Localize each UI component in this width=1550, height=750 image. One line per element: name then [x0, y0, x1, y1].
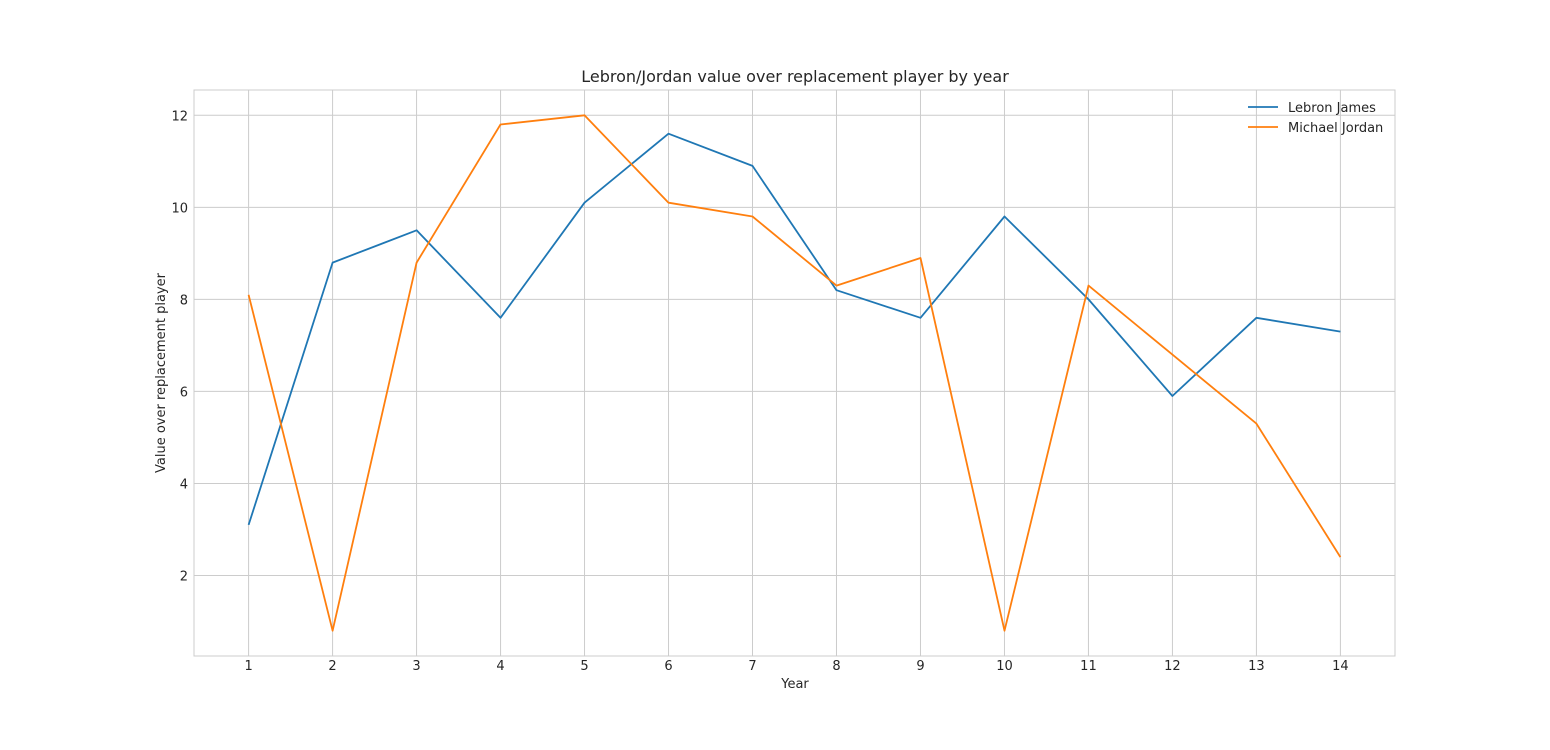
y-axis-label: Value over replacement player: [154, 272, 169, 473]
x-tick-label: 13: [1248, 659, 1265, 674]
series-line-michael-jordan: [247, 114, 1342, 632]
x-tick-label: 2: [328, 659, 336, 674]
x-tick-label: 5: [580, 659, 588, 674]
x-tick-label: 8: [832, 659, 840, 674]
x-tick-label: 3: [412, 659, 420, 674]
series-line-lebron-james: [247, 132, 1341, 526]
x-axis-ticks: 1 2 3 4 5 6 7 8 9 10 11 12 13 14: [244, 659, 1348, 674]
legend-entry: Michael Jordan: [1288, 121, 1383, 136]
legend: Lebron James Michael Jordan: [1248, 101, 1383, 136]
x-tick-label: 14: [1332, 659, 1349, 674]
x-tick-label: 9: [916, 659, 924, 674]
y-tick-label: 4: [180, 477, 188, 492]
x-tick-label: 1: [244, 659, 252, 674]
x-axis-label: Year: [780, 677, 809, 692]
legend-entry: Lebron James: [1288, 101, 1376, 116]
y-tick-label: 8: [180, 293, 188, 308]
x-tick-label: 11: [1080, 659, 1097, 674]
chart-title: Lebron/Jordan value over replacement pla…: [581, 67, 1009, 86]
y-tick-label: 10: [171, 201, 188, 216]
x-tick-label: 7: [748, 659, 756, 674]
grid-lines: [194, 90, 1395, 656]
y-tick-label: 2: [180, 569, 188, 584]
x-tick-label: 4: [496, 659, 504, 674]
x-tick-label: 10: [996, 659, 1013, 674]
series-lines: [247, 114, 1342, 632]
x-tick-label: 6: [664, 659, 672, 674]
y-tick-label: 12: [171, 109, 188, 124]
y-axis-ticks: 2 4 6 8 10 12: [171, 109, 188, 584]
x-tick-label: 12: [1164, 659, 1181, 674]
plot-area-frame: [193, 89, 1396, 657]
y-tick-label: 6: [180, 385, 188, 400]
